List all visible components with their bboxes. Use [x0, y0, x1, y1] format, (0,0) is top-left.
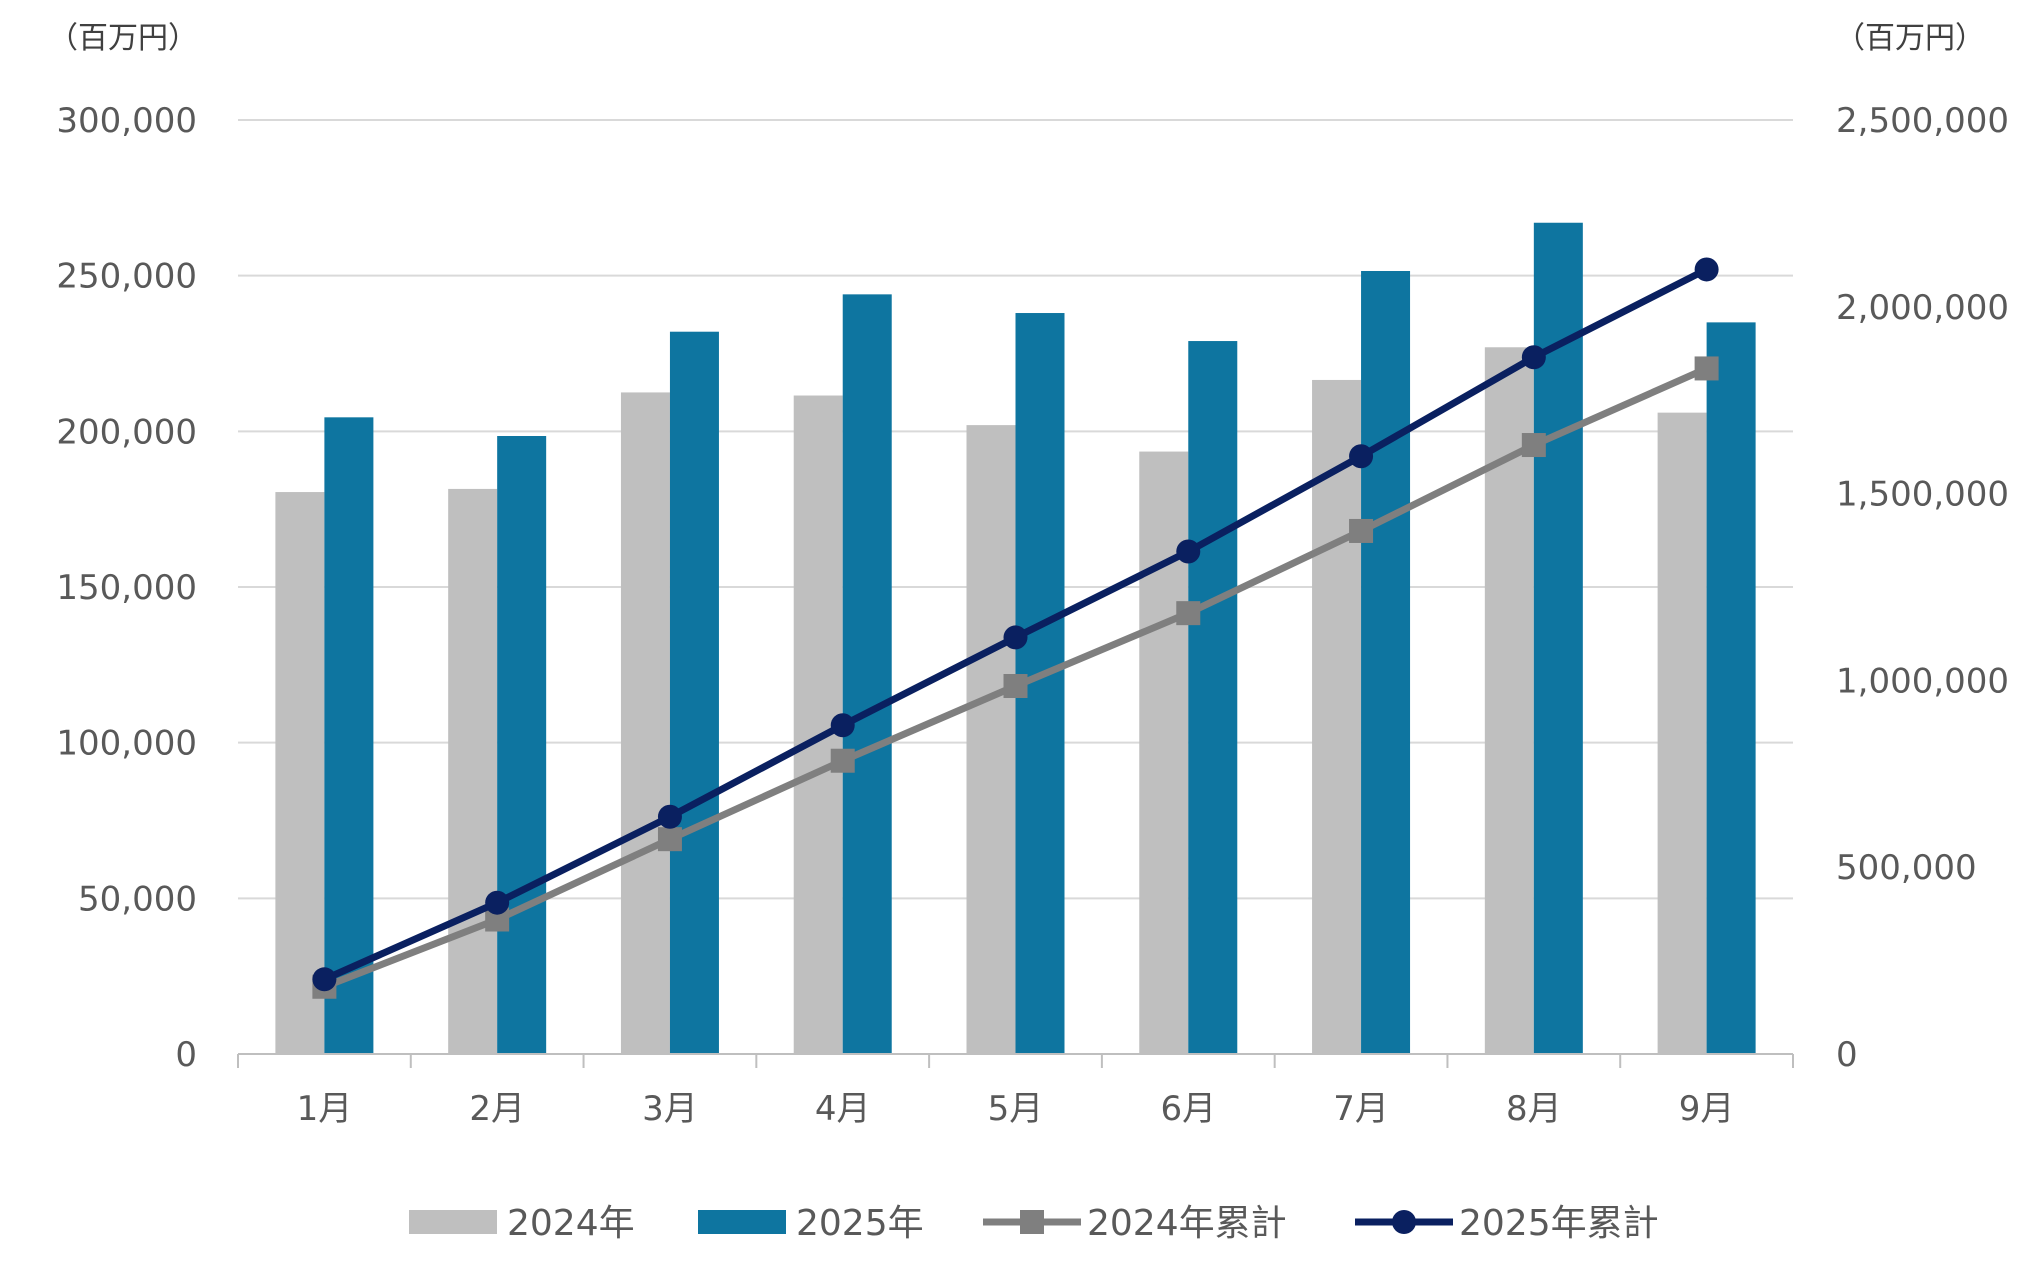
legend-marker [1020, 1210, 1044, 1234]
bar-2024年-9月 [1657, 412, 1707, 1054]
left-y-tick-label: 250,000 [56, 257, 197, 297]
left-y-tick-label: 50,000 [78, 879, 197, 919]
x-tick-label: 7月 [1333, 1089, 1389, 1129]
point-2024年累計-7月 [1349, 518, 1374, 543]
bar-2025年-6月 [1188, 341, 1238, 1055]
left-y-tick-label: 100,000 [56, 724, 197, 764]
point-2025年累計-7月 [1349, 444, 1374, 469]
x-tick-label: 3月 [642, 1089, 698, 1129]
point-2025年累計-8月 [1521, 345, 1546, 370]
legend-swatch-2024年 [409, 1210, 497, 1234]
x-tick-label: 2月 [469, 1089, 525, 1129]
bar-2025年-7月 [1361, 270, 1411, 1054]
point-2025年累計-6月 [1176, 539, 1201, 564]
left-y-tick-label: 200,000 [56, 412, 197, 452]
legend-label: 2025年累計 [1459, 1203, 1659, 1244]
legend-marker [1392, 1210, 1416, 1234]
x-tick-label: 1月 [297, 1089, 353, 1129]
right-y-tick-label: 1,000,000 [1836, 661, 2009, 701]
point-2024年累計-5月 [1003, 674, 1028, 699]
bar-2024年-3月 [620, 392, 670, 1055]
left-y-tick-label: 300,000 [56, 101, 197, 141]
x-tick-label: 8月 [1506, 1089, 1562, 1129]
bar-2025年-3月 [669, 331, 719, 1054]
right-y-axis: 0 500,000 1,000,000 1,500,000 2,000,000 2,500… [1836, 101, 2009, 1075]
point-2025年累計-5月 [1003, 625, 1028, 650]
legend-label: 2025年 [796, 1203, 924, 1244]
point-2024年累計-9月 [1694, 356, 1719, 381]
x-axis: 1月 2月 3月 4月 5月 6月 7月 8月 9月 [237, 1053, 1794, 1129]
point-2025年累計-2月 [485, 890, 510, 915]
bar-2025年-9月 [1706, 322, 1756, 1054]
legend-label: 2024年累計 [1087, 1203, 1287, 1244]
point-2024年累計-4月 [830, 748, 855, 773]
right-y-tick-label: 2,500,000 [1836, 101, 2009, 141]
bar-series [275, 222, 1756, 1055]
left-y-tick-label: 0 [175, 1035, 197, 1075]
bar-2024年-2月 [448, 488, 498, 1054]
point-2024年累計-3月 [657, 827, 682, 852]
point-2024年累計-6月 [1176, 601, 1201, 626]
left-y-axis: 0 50,000 100,000 150,000 200,000 250,000 300,0… [56, 101, 197, 1075]
legend-label: 2024年 [507, 1203, 635, 1244]
point-2025年累計-9月 [1694, 257, 1719, 282]
right-y-tick-label: 2,000,000 [1836, 288, 2009, 328]
x-tick-label: 4月 [815, 1089, 871, 1129]
bar-2024年-7月 [1312, 379, 1362, 1054]
point-2024年累計-8月 [1521, 433, 1546, 458]
legend: 2024年 2025年 2024年累計 2025年累計 [409, 1203, 1659, 1244]
point-2025年累計-4月 [830, 713, 855, 738]
x-tick-label: 9月 [1679, 1089, 1735, 1129]
legend-swatch-2025年 [698, 1210, 786, 1234]
bar-2024年-5月 [966, 425, 1016, 1054]
line-series [312, 257, 1719, 999]
right-y-tick-label: 1,500,000 [1836, 475, 2009, 515]
bar-2024年-6月 [1139, 451, 1189, 1054]
left-y-tick-label: 150,000 [56, 568, 197, 608]
bar-2024年-1月 [275, 492, 325, 1054]
point-2025年累計-3月 [657, 804, 682, 829]
x-tick-label: 5月 [988, 1089, 1044, 1129]
right-unit-label: （百万円） [1835, 21, 1985, 56]
right-y-tick-label: 500,000 [1836, 848, 1977, 888]
left-unit-label: （百万円） [48, 21, 198, 56]
right-y-tick-label: 0 [1836, 1035, 1858, 1075]
x-tick-label: 6月 [1160, 1089, 1216, 1129]
bar-2025年-2月 [497, 436, 547, 1055]
bar-2025年-4月 [842, 294, 892, 1054]
point-2025年累計-1月 [312, 967, 337, 992]
bar-2025年-1月 [324, 417, 374, 1054]
